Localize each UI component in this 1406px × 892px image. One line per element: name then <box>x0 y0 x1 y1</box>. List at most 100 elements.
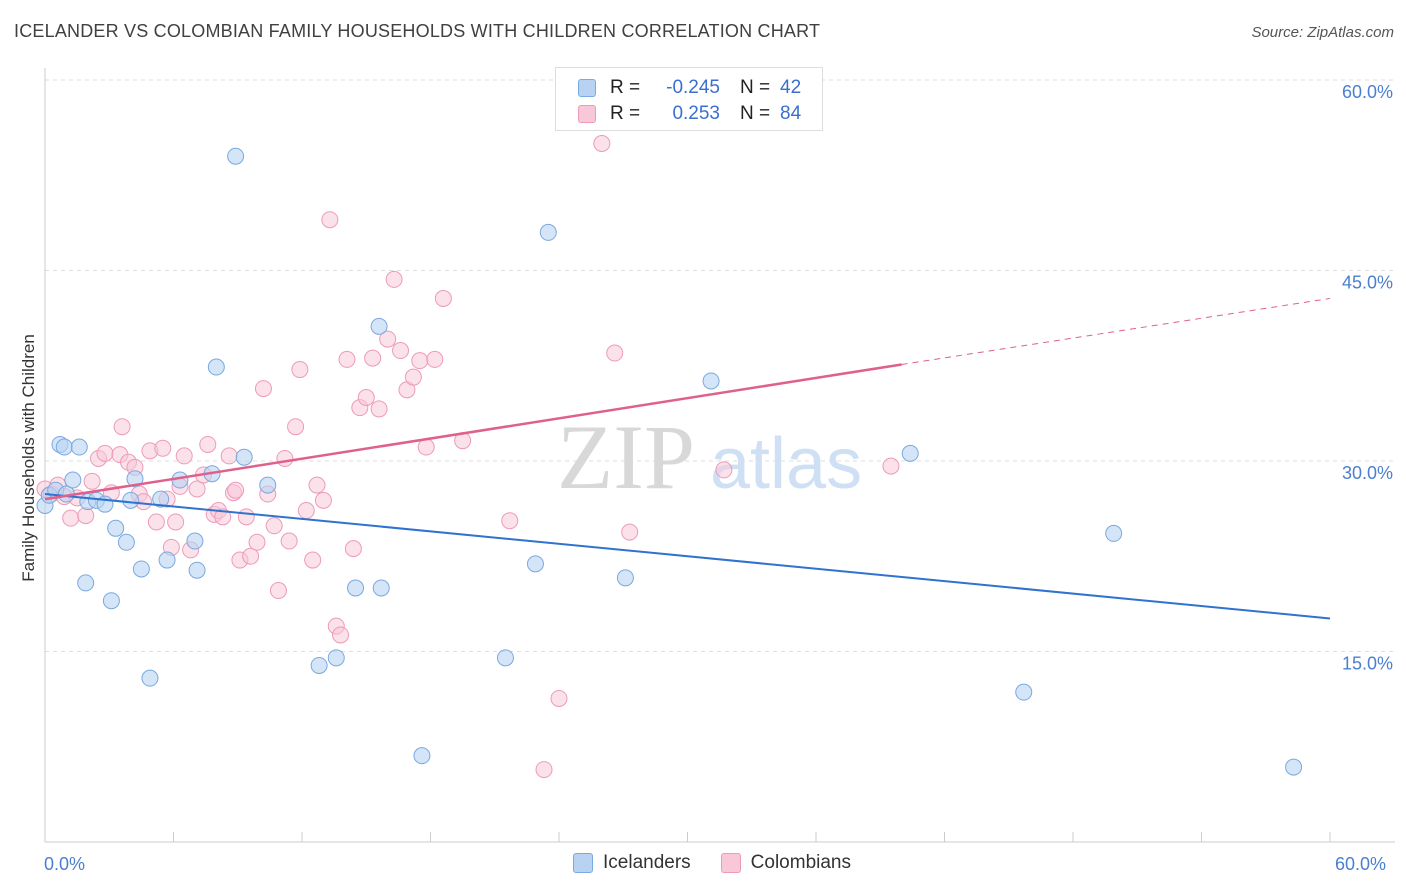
colombians-point <box>237 508 255 526</box>
icelanders-point <box>171 471 189 489</box>
n-value-icelanders: 42 <box>780 77 802 98</box>
colombians-point <box>199 435 217 453</box>
r-label: R = <box>610 103 641 124</box>
colombians-point <box>287 418 305 436</box>
x-tick-label-min: 0.0% <box>44 854 85 874</box>
colombians-point <box>370 400 388 418</box>
icelanders-point <box>77 574 95 592</box>
icelanders-point <box>1105 524 1123 542</box>
legend-item-colombians[interactable]: Colombians <box>720 852 851 874</box>
colombians-point <box>276 449 294 467</box>
y-tick-label: 30.0% <box>1342 463 1393 483</box>
y-tick-labels: 15.0% 30.0% 45.0% 60.0% <box>1342 82 1393 674</box>
r-value-colombians: 0.253 <box>672 103 720 124</box>
icelanders-swatch <box>578 79 596 97</box>
icelanders-point <box>526 555 544 573</box>
colombians-point <box>882 457 900 475</box>
colombians-point <box>344 540 362 558</box>
colombians-point <box>220 447 238 465</box>
colombians-point <box>392 342 410 360</box>
colombians-point <box>426 350 444 368</box>
source-label: Source: ZipAtlas.com <box>1251 24 1394 41</box>
colombians-point <box>227 481 245 499</box>
icelanders-point <box>327 649 345 667</box>
icelanders-point <box>901 444 919 462</box>
icelanders-point <box>616 569 634 587</box>
icelanders-legend-swatch <box>573 853 593 873</box>
icelanders-point <box>55 438 73 456</box>
colombians-point <box>269 582 287 600</box>
colombians-point <box>417 438 435 456</box>
legend-item-icelanders[interactable]: Icelanders <box>573 852 691 874</box>
y-tick-label: 15.0% <box>1342 654 1393 674</box>
y-tick-label: 45.0% <box>1342 273 1393 293</box>
icelanders-point <box>117 533 135 551</box>
colombians-point <box>550 689 568 707</box>
icelanders-point <box>259 476 277 494</box>
colombians-legend-swatch <box>720 853 741 873</box>
icelanders-point <box>702 372 720 390</box>
icelanders-point <box>158 551 176 569</box>
icelanders-point <box>235 448 253 466</box>
colombians-point <box>96 444 114 462</box>
trendlines <box>44 297 1331 620</box>
colombians-trendline-extension <box>901 297 1331 365</box>
colombians-point <box>154 439 172 457</box>
icelanders-legend-label: Icelanders <box>603 852 691 873</box>
icelanders-point <box>188 561 206 579</box>
icelanders-point <box>347 579 365 597</box>
colombians-point <box>411 352 429 370</box>
colombians-point <box>297 502 315 520</box>
colombians-point <box>62 509 80 527</box>
icelanders-point <box>227 147 245 165</box>
colombians-point <box>364 349 382 367</box>
colombians-point <box>280 532 298 550</box>
icelanders-point <box>372 579 390 597</box>
r-label: R = <box>610 77 641 98</box>
icelanders-point <box>141 669 159 687</box>
colombians-point <box>321 211 339 229</box>
axes <box>44 68 1395 843</box>
icelanders-point <box>107 519 125 537</box>
series-legend: Icelanders Colombians <box>573 852 881 874</box>
n-label: N = <box>740 77 771 98</box>
icelanders-point <box>186 532 204 550</box>
icelanders-point <box>1285 758 1303 776</box>
colombians-point <box>593 135 611 152</box>
colombians-point <box>308 476 326 494</box>
colombians-point <box>314 491 332 509</box>
colombians-trendline <box>44 363 902 501</box>
colombians-point <box>147 513 165 531</box>
icelanders-point <box>1015 683 1033 701</box>
gridlines <box>45 79 1395 652</box>
colombians-point <box>254 380 272 398</box>
colombians-point <box>357 389 375 406</box>
colombians-point <box>248 533 266 551</box>
colombians-point <box>83 472 101 490</box>
colombians-point <box>535 761 553 779</box>
icelanders-point <box>122 491 140 509</box>
watermark-atlas: atlas <box>710 424 862 504</box>
y-axis-label: Family Households with Children <box>19 334 38 582</box>
colombians-point <box>175 447 193 465</box>
colombians-point <box>291 361 309 379</box>
colombians-point <box>242 547 260 565</box>
colombians-point <box>621 523 639 541</box>
icelanders-point <box>370 317 388 335</box>
icelanders-point <box>70 438 88 456</box>
legend-row-colombians: R = 0.253 N = 84 <box>578 102 801 126</box>
colombians-swatch <box>578 105 596 123</box>
icelanders-point <box>64 471 82 489</box>
icelanders-point <box>496 649 514 667</box>
icelanders-trendline <box>44 493 1331 620</box>
icelanders-point <box>310 656 328 674</box>
colombians-point <box>606 344 624 362</box>
icelanders-point <box>102 592 120 610</box>
colombians-point <box>167 513 185 531</box>
icelanders-point <box>539 223 557 241</box>
colombians-point <box>338 350 356 368</box>
n-label: N = <box>740 103 771 124</box>
colombians-point <box>501 512 519 530</box>
icelanders-point <box>132 560 150 578</box>
